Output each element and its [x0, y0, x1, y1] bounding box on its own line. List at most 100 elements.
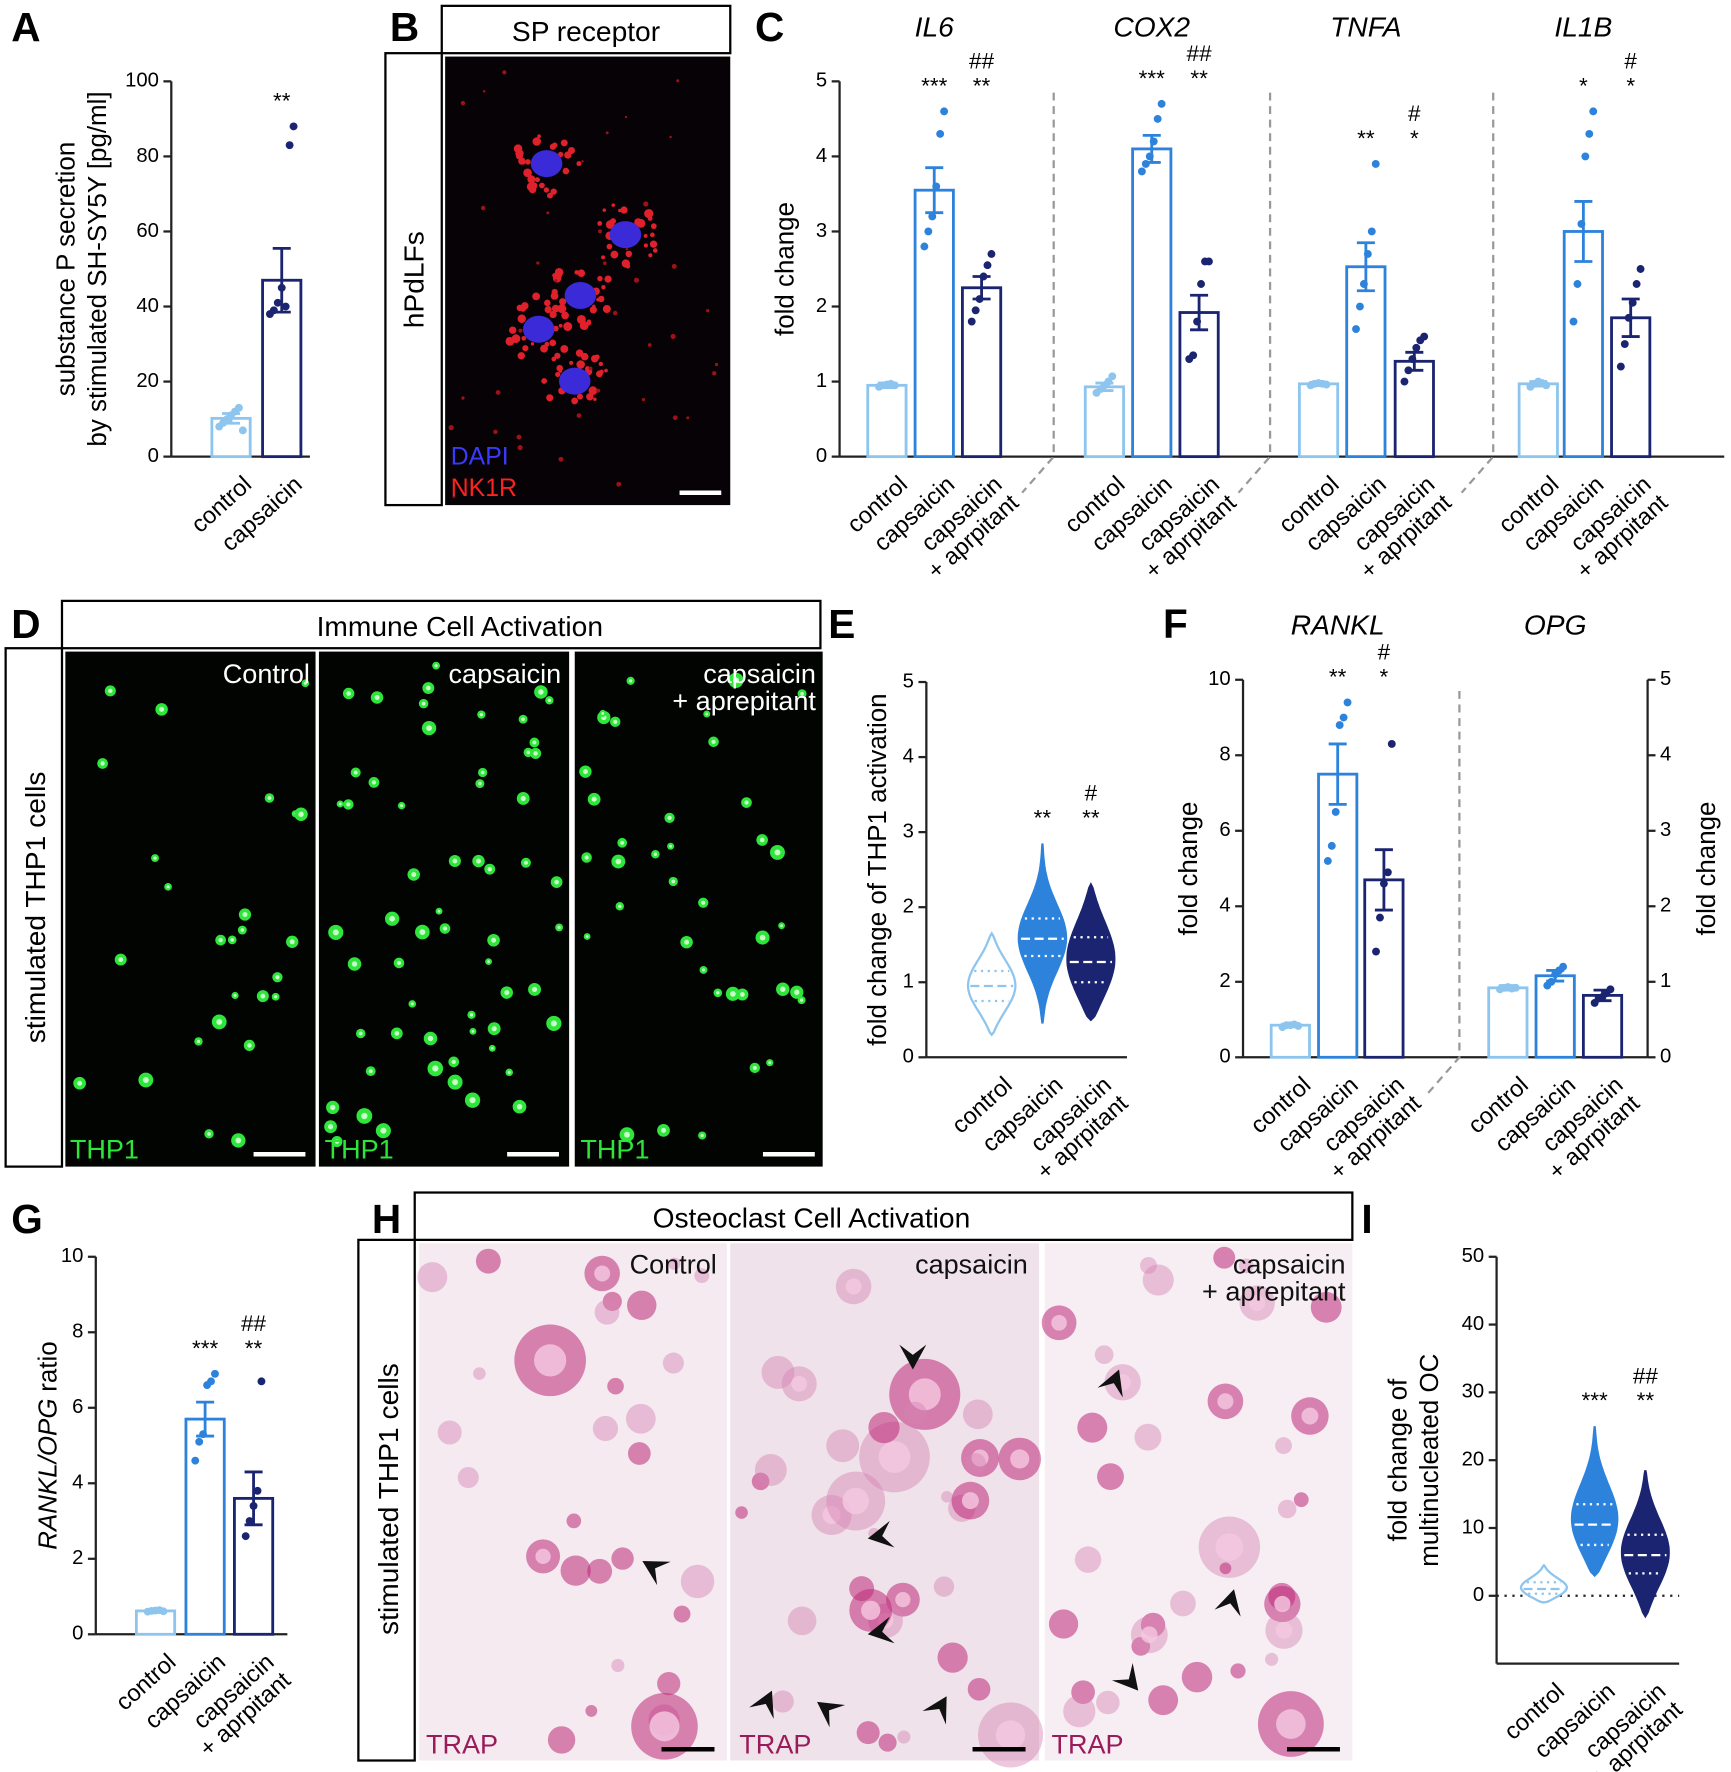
cell-center [487, 866, 492, 872]
stain-dot [576, 393, 583, 400]
panel-label: G [11, 1196, 43, 1242]
cell [761, 1355, 795, 1389]
stain-dot [517, 314, 526, 323]
stain-dot [604, 368, 608, 373]
cell [592, 1415, 619, 1442]
header: Osteoclast Cell Activation [653, 1201, 971, 1233]
cell-center [591, 796, 597, 802]
stain-dot [579, 321, 589, 331]
stain-dot [644, 209, 654, 219]
nucleus [1275, 1621, 1293, 1639]
data-point [1581, 152, 1590, 161]
stain-dot [495, 390, 501, 395]
cell-center [739, 992, 745, 997]
arrowhead [1111, 1662, 1139, 1691]
y-tick-label: 5 [816, 70, 827, 92]
cell-center [394, 1031, 400, 1036]
data-point [1141, 159, 1150, 168]
cell-center [303, 681, 307, 685]
nucleus [564, 281, 597, 309]
cell-center [705, 712, 709, 716]
cell-center [547, 698, 552, 702]
arrowhead [1097, 1369, 1123, 1398]
stain-dot [612, 310, 618, 316]
stain-dot [596, 388, 601, 393]
significance: ** [245, 1336, 263, 1361]
cell [1048, 1609, 1079, 1639]
data-point [1412, 343, 1421, 352]
stain-dot [621, 259, 630, 268]
nucleus [1010, 1449, 1030, 1469]
data-point [983, 261, 992, 270]
cell-center [247, 1043, 252, 1048]
cell-center [516, 1103, 523, 1110]
y-tick-label: 3 [1660, 819, 1671, 841]
y-tick-label: 20 [1462, 1449, 1485, 1471]
cell [1293, 1492, 1309, 1508]
data-point [936, 129, 945, 138]
cell-center [380, 1127, 387, 1134]
stain-dot [648, 253, 653, 258]
y-tick-label: 30 [1462, 1381, 1485, 1403]
y-axis-label: fold change [771, 202, 799, 336]
cell-center [744, 800, 749, 805]
cell-center [425, 685, 431, 691]
y-tick-label: 2 [1219, 970, 1230, 992]
stain-dot [561, 311, 569, 320]
cell [1148, 1685, 1179, 1716]
data-point [1371, 159, 1380, 168]
cell-center [780, 986, 786, 992]
data-point [924, 227, 933, 236]
cell-center [166, 885, 170, 889]
cell [937, 1642, 968, 1673]
stain-dot [522, 345, 529, 352]
y-tick-label: 6 [1219, 819, 1230, 841]
significance: ** [973, 73, 991, 98]
bar [1581, 993, 1624, 1059]
stain-dot [558, 323, 563, 328]
cell [878, 1733, 897, 1752]
cell-center [669, 844, 673, 848]
panel-label: C [755, 4, 784, 50]
cell-center [701, 900, 706, 905]
header-box [440, 4, 732, 55]
cell-center [118, 957, 124, 962]
data-point [1149, 137, 1158, 146]
violin [1017, 843, 1068, 1024]
cell-center [476, 858, 481, 864]
cell-center [491, 937, 497, 943]
cell-center [275, 975, 280, 980]
cell-center [216, 1018, 223, 1025]
cell [826, 1429, 860, 1463]
y-tick-label: 60 [136, 220, 159, 242]
group-separator [1021, 92, 1055, 494]
data-point [1372, 947, 1380, 956]
cell-center [730, 991, 736, 997]
nucleus [1274, 1595, 1291, 1613]
significance: ** [1329, 664, 1347, 689]
stain-dot [555, 371, 561, 378]
stain-dot [562, 167, 570, 175]
nucleus [822, 1505, 841, 1525]
stain-dot [530, 342, 535, 346]
stain-dot [546, 394, 554, 402]
cell [964, 1453, 987, 1475]
data-point [1356, 302, 1364, 311]
cell-center [800, 691, 804, 696]
stain-dot [650, 232, 655, 238]
stain-dot [606, 243, 613, 250]
arrowhead [867, 1616, 895, 1644]
stain-dot [532, 137, 542, 146]
stain-dot [618, 208, 622, 213]
nucleus [878, 1441, 911, 1473]
side-box [4, 647, 64, 1168]
stain-dot [576, 360, 585, 369]
y-tick-label: 3 [816, 220, 827, 242]
group-title: IL1B [1554, 10, 1612, 42]
stain-dot [616, 481, 622, 487]
bar [1393, 359, 1435, 459]
cell [1063, 1695, 1096, 1728]
nucleus [1249, 1295, 1266, 1312]
group-title: TNFA [1330, 10, 1401, 42]
